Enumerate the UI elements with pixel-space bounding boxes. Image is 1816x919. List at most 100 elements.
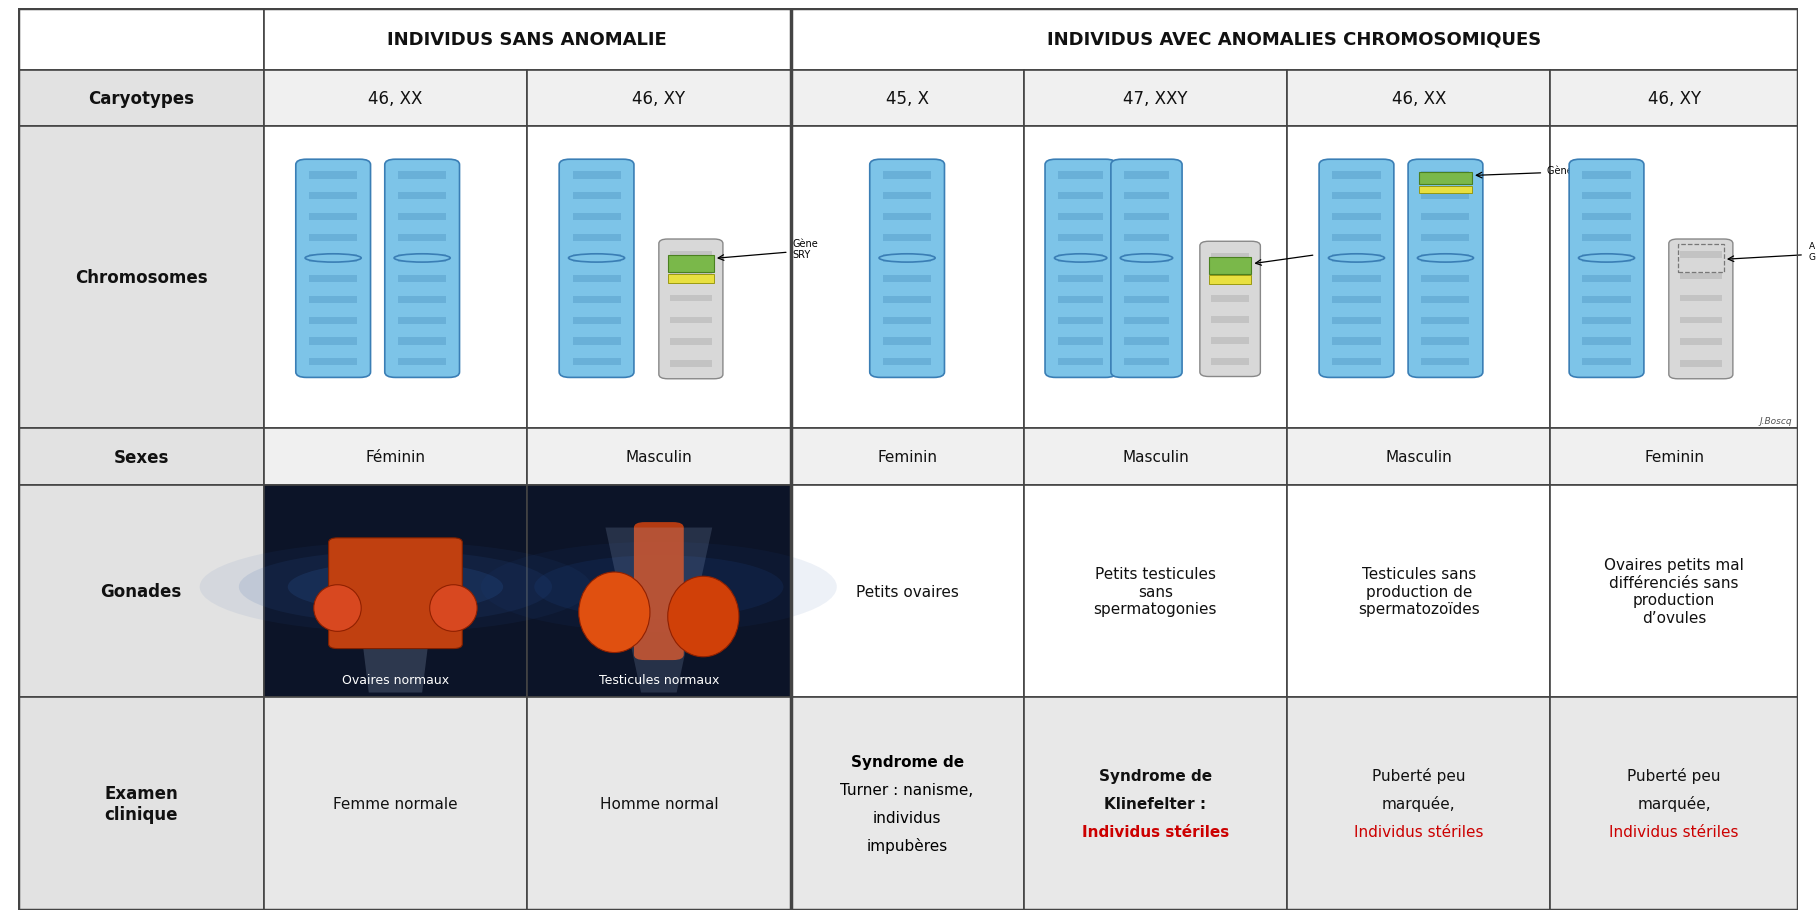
Bar — [572, 234, 621, 242]
Bar — [527, 485, 790, 698]
Text: Masculin: Masculin — [1122, 449, 1189, 465]
Text: Individus stériles: Individus stériles — [1355, 824, 1484, 839]
Text: Petits testicules
sans
spermatogonies: Petits testicules sans spermatogonies — [1093, 567, 1217, 617]
Bar — [309, 297, 358, 303]
Bar — [1680, 252, 1722, 258]
Bar — [1582, 213, 1631, 221]
Ellipse shape — [1578, 255, 1634, 263]
Text: Gène
SRY: Gène SRY — [792, 238, 817, 260]
Bar — [18, 429, 263, 485]
Text: Individus stériles: Individus stériles — [1082, 824, 1229, 839]
Bar — [1422, 193, 1469, 200]
Bar — [1059, 358, 1102, 366]
Bar — [1333, 276, 1380, 283]
Bar — [572, 297, 621, 303]
FancyBboxPatch shape — [1044, 160, 1117, 378]
FancyBboxPatch shape — [1407, 160, 1484, 378]
Bar — [1288, 698, 1551, 910]
Bar — [309, 317, 358, 324]
FancyBboxPatch shape — [1200, 242, 1260, 377]
Bar — [263, 127, 527, 429]
Bar — [1124, 172, 1170, 179]
Ellipse shape — [668, 576, 739, 657]
Text: 46, XY: 46, XY — [1647, 90, 1702, 108]
Bar — [670, 274, 712, 280]
Bar — [263, 71, 527, 127]
Bar — [1680, 295, 1722, 302]
Text: Masculin: Masculin — [625, 449, 692, 465]
Bar — [1333, 317, 1380, 324]
Ellipse shape — [314, 585, 361, 631]
FancyBboxPatch shape — [659, 240, 723, 380]
Bar — [883, 358, 932, 366]
Text: Testicules sans
production de
spermatozoïdes: Testicules sans production de spermatozo… — [1358, 567, 1480, 617]
Bar — [1059, 317, 1102, 324]
Text: 45, X: 45, X — [886, 90, 928, 108]
Bar — [263, 698, 527, 910]
Text: Syndrome de: Syndrome de — [850, 754, 964, 769]
Bar — [1059, 234, 1102, 242]
Bar — [1422, 297, 1469, 303]
Bar — [670, 360, 712, 368]
Bar — [572, 358, 621, 366]
Bar — [1211, 296, 1249, 302]
Text: Chromosomes: Chromosomes — [74, 269, 207, 287]
Bar — [527, 127, 790, 429]
Ellipse shape — [879, 255, 935, 263]
Text: Femme normale: Femme normale — [332, 796, 458, 811]
Bar — [1024, 429, 1288, 485]
FancyBboxPatch shape — [1318, 160, 1395, 378]
Bar — [1582, 338, 1631, 346]
Text: Homme normal: Homme normal — [599, 796, 717, 811]
Bar — [398, 213, 447, 221]
Text: 46, XX: 46, XX — [1391, 90, 1446, 108]
Bar — [572, 193, 621, 200]
Bar — [398, 234, 447, 242]
Bar — [1288, 429, 1551, 485]
Bar — [1551, 485, 1798, 698]
Bar — [1333, 213, 1380, 221]
Text: Individus stériles: Individus stériles — [1609, 824, 1740, 839]
FancyBboxPatch shape — [1111, 160, 1182, 378]
Text: Petits ovaires: Petits ovaires — [855, 584, 959, 599]
Text: Examen
clinique: Examen clinique — [104, 784, 178, 823]
FancyBboxPatch shape — [385, 160, 459, 378]
Bar — [1024, 71, 1288, 127]
Bar — [1211, 254, 1249, 260]
FancyBboxPatch shape — [329, 539, 463, 649]
Bar — [1422, 255, 1469, 262]
Text: Absence du
Gène SRY: Absence du Gène SRY — [1809, 243, 1816, 262]
Bar — [1422, 276, 1469, 283]
Bar — [883, 213, 932, 221]
Bar — [398, 193, 447, 200]
Ellipse shape — [240, 551, 552, 623]
Text: Feminin: Feminin — [1643, 449, 1703, 465]
Bar — [670, 252, 712, 258]
Bar — [398, 255, 447, 262]
Ellipse shape — [534, 556, 783, 618]
Bar — [1418, 173, 1473, 186]
Polygon shape — [605, 528, 712, 693]
Bar — [263, 485, 527, 698]
Text: 46, XX: 46, XX — [369, 90, 423, 108]
Bar — [1288, 71, 1551, 127]
Bar — [309, 255, 358, 262]
Bar — [1059, 193, 1102, 200]
Bar — [1211, 359, 1249, 365]
FancyBboxPatch shape — [1569, 160, 1643, 378]
Bar — [1124, 234, 1170, 242]
Bar — [1288, 485, 1551, 698]
Bar — [1680, 360, 1722, 368]
Bar — [1680, 274, 1722, 280]
Bar — [670, 295, 712, 302]
Bar — [1582, 193, 1631, 200]
Text: individus: individus — [873, 810, 941, 825]
Bar — [790, 429, 1024, 485]
Bar — [1124, 193, 1170, 200]
Bar — [572, 255, 621, 262]
Bar — [670, 339, 712, 346]
Bar — [1124, 297, 1170, 303]
Bar — [1211, 275, 1249, 281]
Text: Ovaires petits mal
différenciés sans
production
d’ovules: Ovaires petits mal différenciés sans pro… — [1604, 558, 1743, 625]
Bar — [1211, 338, 1249, 345]
